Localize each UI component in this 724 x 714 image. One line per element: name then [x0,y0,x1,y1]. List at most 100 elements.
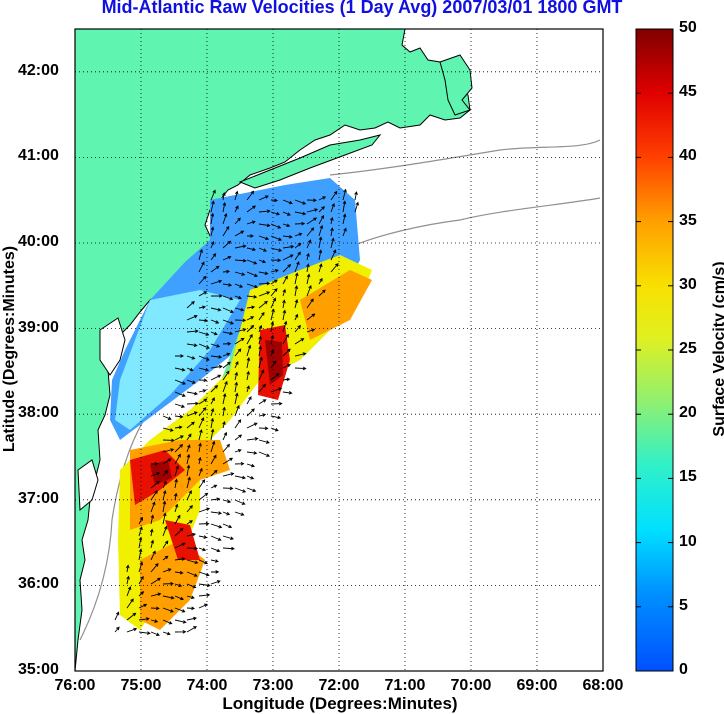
velocity-arrow [150,592,162,597]
velocity-arrow [246,234,254,238]
velocity-arrow [306,273,311,285]
velocity-arrow [198,479,206,489]
velocity-arrow [342,213,347,225]
velocity-arrow [198,417,205,429]
velocity-arrow [174,607,186,613]
velocity-arrow [125,564,130,573]
velocity-arrow [282,223,291,228]
velocity-arrow [162,607,174,613]
velocity-arrow [246,451,258,455]
velocity-arrow [210,212,215,225]
x-tick-label: 70:00 [450,677,492,694]
velocity-arrow [294,221,306,226]
velocity-arrow [282,288,286,297]
velocity-arrow [222,420,226,429]
velocity-arrow [270,235,283,241]
velocity-arrow [306,284,312,297]
velocity-arrow [234,244,247,249]
velocity-arrow [234,348,242,357]
velocity-arrow [210,319,220,324]
velocity-arrow [258,223,271,228]
velocity-arrow [234,448,242,453]
colorbar-tick-label: 50 [679,19,697,36]
velocity-arrow [210,265,220,273]
x-tick-label: 76:00 [54,677,96,694]
velocity-arrow [294,211,307,216]
velocity-arrow [306,198,317,203]
velocity-arrow [174,465,180,477]
velocity-arrow [198,467,203,477]
velocity-arrow [330,249,337,261]
velocity-arrow [210,279,223,285]
velocity-arrow [294,324,301,333]
velocity-arrow [174,503,179,513]
velocity-arrow [210,407,215,417]
velocity-arrow [318,224,324,237]
velocity-arrow [198,378,208,383]
velocity-arrow [258,426,269,431]
velocity-arrow [222,546,235,551]
velocity-arrow [198,318,209,323]
velocity-arrow [246,190,255,201]
velocity-arrow [126,627,138,633]
colorbar-tick-label: 0 [679,661,688,678]
velocity-arrow [210,364,223,369]
velocity-arrow [294,338,305,345]
velocity-arrow [174,557,186,561]
velocity-arrow [246,205,256,213]
velocity-arrow [198,343,210,349]
velocity-arrow [234,360,239,369]
velocity-arrow [186,355,196,360]
colorbar-tick-label: 45 [679,83,697,101]
velocity-arrow [174,527,184,537]
velocity-arrow [162,568,172,573]
velocity-arrow [234,487,247,493]
velocity-arrow [198,603,208,609]
velocity-arrow [342,227,347,237]
shelf-contour [354,197,601,246]
velocity-arrow [162,512,167,525]
velocity-arrow [210,384,219,393]
velocity-arrow [294,272,299,285]
velocity-arrow [186,504,193,513]
velocity-arrow [270,401,283,406]
velocity-arrow [234,205,239,213]
velocity-arrow [258,335,262,345]
velocity-arrow [222,331,234,336]
velocity-arrow [234,295,242,300]
colorbar [635,28,674,672]
shelf-contour [329,139,601,176]
velocity-arrow [294,366,307,371]
velocity-arrow [174,435,184,441]
velocity-arrow [306,313,316,321]
velocity-arrow [270,198,279,203]
velocity-arrow [210,226,215,237]
velocity-arrow [174,630,187,634]
velocity-arrow [258,324,263,333]
velocity-arrow [150,539,155,549]
velocity-region-dark [150,460,172,485]
velocity-arrow [294,251,301,261]
velocity-arrow [306,239,312,249]
velocity-arrow [222,511,231,516]
velocity-arrow [258,195,269,201]
velocity-arrow [150,550,156,561]
velocity-arrow [246,259,258,265]
velocity-arrow [318,263,323,273]
velocity-region-orange [300,270,372,340]
velocity-arrow [210,580,221,585]
velocity-arrow [246,357,251,369]
velocity-arrow [162,490,167,501]
velocity-arrow [198,398,208,405]
velocity-region-orange [140,540,205,630]
colorbar-tick-label: 10 [679,532,697,550]
velocity-arrow [222,283,233,287]
velocity-arrow [174,542,186,549]
velocity-region-mid [115,290,240,430]
velocity-arrow [234,190,239,201]
velocity-arrow [186,421,195,429]
long-island [238,134,382,189]
velocity-arrow [210,355,223,359]
axes-frame [74,28,604,672]
y-axis-label: Latitude (Degrees:Minutes) [1,245,18,453]
